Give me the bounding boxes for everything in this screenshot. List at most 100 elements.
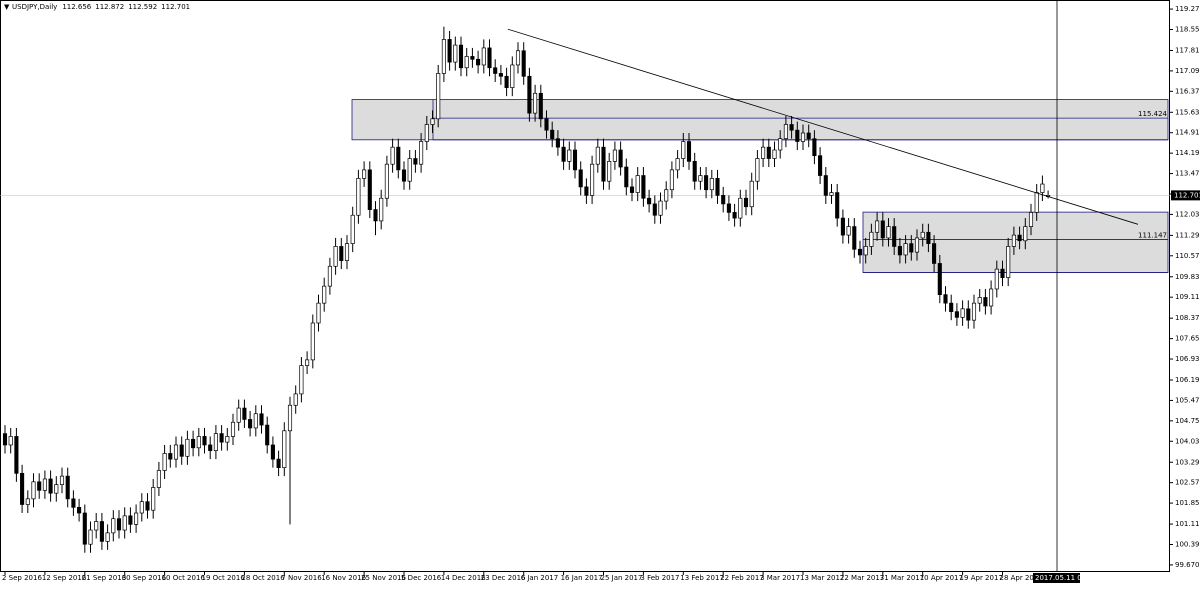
candle-body <box>265 424 270 446</box>
candle-body <box>567 149 572 162</box>
candle-body <box>555 138 560 148</box>
candle-body <box>14 436 19 474</box>
candle-body <box>54 484 59 494</box>
candle-body <box>379 197 384 222</box>
candle-body <box>607 161 612 182</box>
candle-body <box>111 518 116 534</box>
candle-body <box>270 444 275 460</box>
x-tick-label: 13 Feb 2017 <box>680 574 724 582</box>
candle-body <box>561 146 566 162</box>
candle-body <box>253 413 258 429</box>
y-tick-label: 105.470 <box>1175 396 1200 404</box>
candle-body <box>681 141 686 159</box>
plot-frame <box>0 0 1170 572</box>
y-tick-label: 109.830 <box>1175 273 1200 281</box>
y-tick-label: 101.850 <box>1175 499 1200 507</box>
candle-body <box>487 47 492 69</box>
candle-body <box>846 226 851 236</box>
candle-body <box>818 155 823 176</box>
candle-body <box>362 169 367 179</box>
candle-body <box>926 231 931 244</box>
x-tick-label: 13 Mar 2017 <box>800 574 844 582</box>
y-tick-label: 116.370 <box>1175 87 1200 95</box>
candle-body <box>424 124 429 142</box>
level-label: 111.147 <box>1138 231 1167 239</box>
menu-arrow: ▼ <box>4 3 10 11</box>
candle-body <box>971 302 977 321</box>
candle-body <box>65 475 70 500</box>
candle-body <box>578 169 583 188</box>
candle-body <box>219 433 224 443</box>
candle-body <box>339 246 344 261</box>
candle-body <box>94 521 99 531</box>
candle-body <box>1023 226 1028 242</box>
candle-body <box>629 186 635 193</box>
candle-body <box>658 200 663 216</box>
x-tick-label: 3 Feb 2017 <box>640 574 679 582</box>
candle-body <box>88 529 93 545</box>
x-tick-label: 25 Jan 2017 <box>601 574 643 582</box>
candle-body <box>909 243 914 253</box>
candle-body <box>373 209 378 222</box>
candle-body <box>897 246 902 256</box>
candle-body <box>196 436 201 449</box>
cursor-label: 2017.05.11 0:00 <box>1035 574 1093 582</box>
candle-body <box>1000 268 1005 278</box>
candle-body <box>191 438 196 449</box>
y-tick-label: 114.190 <box>1175 149 1200 157</box>
candle-body <box>624 166 629 188</box>
candle-body <box>669 169 674 191</box>
candle-body <box>755 158 760 182</box>
y-tick-label: 117.090 <box>1175 67 1200 75</box>
candle-body <box>527 75 532 114</box>
candle-body <box>1034 192 1039 213</box>
candle-body <box>493 67 498 74</box>
candle-body <box>795 129 800 142</box>
candle-body <box>1006 246 1011 278</box>
candle-body <box>441 39 446 74</box>
candle-body <box>384 163 389 199</box>
trendline <box>507 28 1139 225</box>
candle-body <box>903 243 908 256</box>
level-label: 115.424 <box>1138 110 1167 118</box>
candle-body <box>743 197 749 208</box>
y-tick-label: 102.570 <box>1175 479 1200 487</box>
candle-body <box>715 178 720 196</box>
candle-body <box>550 129 555 140</box>
candle-body <box>122 515 127 531</box>
candle-body <box>840 217 845 236</box>
candle-body <box>356 178 361 216</box>
candle-body <box>863 246 868 256</box>
candle-body <box>914 237 920 253</box>
candle-body <box>664 189 669 202</box>
candle-body <box>413 158 418 165</box>
candle-body <box>692 161 697 182</box>
x-tick-label: 10 Apr 2017 <box>920 574 963 582</box>
candle-body <box>983 297 988 307</box>
y-tick-label: 107.650 <box>1175 335 1200 343</box>
candle-body <box>721 195 726 205</box>
candle-body <box>977 297 982 304</box>
candle-body <box>1040 183 1045 193</box>
candle-body <box>647 197 652 205</box>
zone <box>351 99 1169 141</box>
candle-body <box>892 226 897 247</box>
candle-body <box>401 169 407 182</box>
candle-body <box>544 118 549 131</box>
y-tick-label: 104.750 <box>1175 417 1200 425</box>
x-tick-label: 2 Sep 2016 <box>2 574 42 582</box>
candle-body <box>515 50 521 66</box>
candle-body <box>510 64 515 88</box>
x-tick-label: 23 Dec 2016 <box>481 574 526 582</box>
candle-body <box>436 73 441 120</box>
candle-body <box>139 501 144 514</box>
header: ▼ USDJPY,Daily 112.656 112.872 112.592 112.… <box>4 3 190 11</box>
candle-body <box>225 436 230 443</box>
y-tick-label: 115.630 <box>1175 108 1200 116</box>
candle-body <box>25 498 30 505</box>
candle-body <box>464 56 469 69</box>
candle-body <box>749 180 754 208</box>
candle-body <box>322 285 327 304</box>
candle-body <box>48 478 53 494</box>
y-tick-label: 104.030 <box>1175 437 1200 445</box>
